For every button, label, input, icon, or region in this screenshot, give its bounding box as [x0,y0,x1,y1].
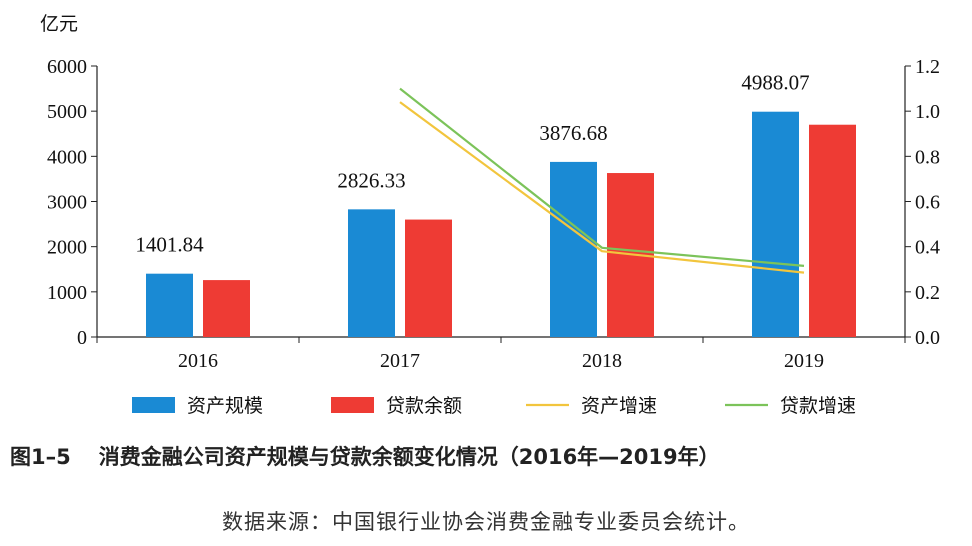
legend-loan-balance-label: 贷款余额 [386,395,462,417]
legend-asset-scale-label: 资产规模 [187,395,263,417]
right-tick-label: 0.8 [915,146,940,168]
left-tick-label: 0 [77,327,87,349]
figure-title: 消费金融公司资产规模与贷款余额变化情况（2016年—2019年） [98,445,720,469]
right-tick-label: 0.2 [915,282,940,304]
right-tick-label: 1.2 [915,56,940,78]
bar-asset-scale [550,161,597,337]
legend-loan-balance-swatch [331,397,374,413]
bar-asset-scale [752,111,799,337]
legend-loan-growth-label: 贷款增速 [780,395,856,417]
left-tick-label: 3000 [47,192,87,214]
left-tick-label: 2000 [47,237,87,259]
left-tick-label: 6000 [47,56,87,78]
data-label: 2826.33 [337,168,405,192]
x-tick-label: 2016 [178,350,218,372]
line-loan-growth [399,87,805,267]
left-tick-label: 5000 [47,101,87,123]
right-tick-label: 1.0 [915,101,940,123]
bar-loan-balance [203,280,250,337]
source-note: 数据来源：中国银行业协会消费金融专业委员会统计。 [222,510,750,534]
legend-asset-growth-label: 资产增速 [581,395,657,417]
data-label: 3876.68 [539,121,607,145]
line-asset-growth [399,101,805,274]
left-tick-label: 1000 [47,282,87,304]
x-tick-label: 2019 [784,350,824,372]
figure-caption: 图1–5 消费金融公司资产规模与贷款余额变化情况（2016年—2019年） [10,441,970,471]
right-tick-label: 0.0 [915,327,940,349]
bar-asset-scale [146,273,193,337]
left-axis-unit: 亿元 [40,13,78,35]
x-tick-label: 2017 [380,350,420,372]
right-tick-label: 0.6 [915,192,940,214]
bar-loan-balance [405,219,452,337]
bar-asset-scale [348,209,395,337]
left-tick-label: 4000 [47,146,87,168]
x-tick-label: 2018 [582,350,622,372]
data-label: 1401.84 [135,233,204,257]
chart-svg: 0 1000 2000 3000 4000 5000 6000 0.0 0.2 0.4 0.6 0.8… [40,13,940,417]
data-label: 4988.07 [741,71,809,95]
figure-number: 图1–5 [10,445,71,469]
bar-loan-balance [809,124,856,337]
legend-asset-scale-swatch [132,397,175,413]
right-tick-label: 0.4 [915,237,940,259]
